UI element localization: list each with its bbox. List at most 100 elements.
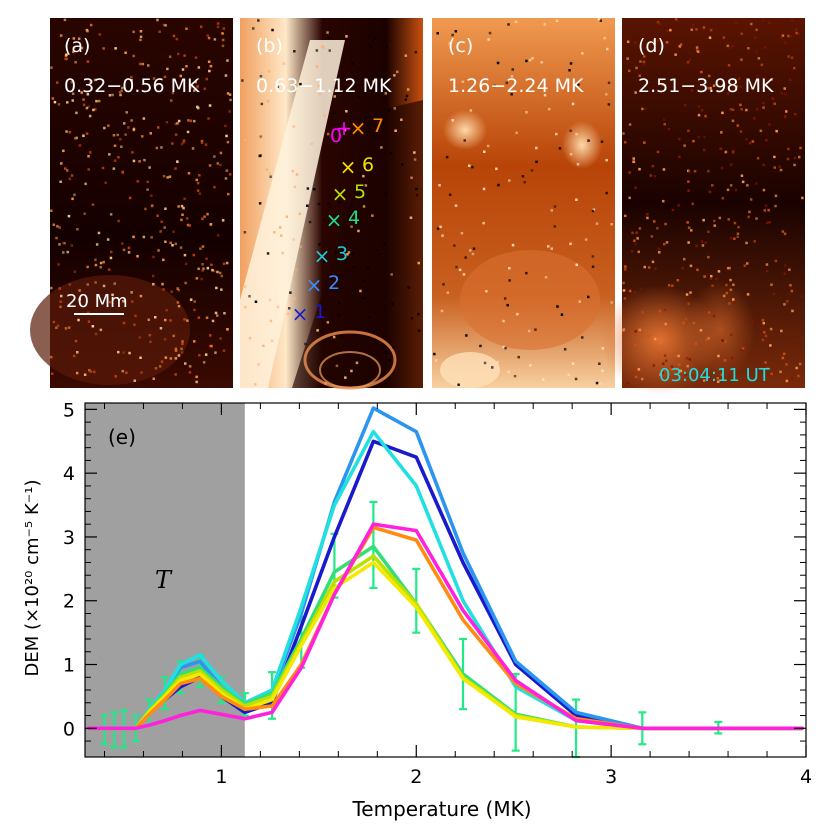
- noise-speck: [104, 181, 107, 184]
- noise-speck: [740, 32, 743, 35]
- noise-speck: [414, 50, 418, 54]
- noise-speck: [50, 286, 53, 290]
- noise-speck: [763, 209, 766, 212]
- noise-speck: [196, 84, 199, 88]
- noise-speck: [707, 311, 711, 314]
- noise-speck: [454, 204, 458, 207]
- noise-speck: [677, 354, 680, 358]
- noise-speck: [174, 242, 177, 246]
- noise-speck: [687, 302, 690, 305]
- noise-speck: [700, 109, 704, 112]
- noise-speck: [624, 268, 627, 271]
- noise-speck: [504, 346, 507, 350]
- noise-speck: [662, 199, 665, 203]
- noise-speck: [707, 255, 710, 259]
- noise-speck: [769, 344, 772, 347]
- noise-speck: [362, 279, 365, 282]
- noise-speck: [770, 78, 773, 81]
- noise-speck: [224, 124, 227, 128]
- noise-speck: [731, 44, 735, 48]
- noise-speck: [174, 167, 177, 170]
- noise-speck: [205, 316, 209, 319]
- noise-speck: [451, 33, 454, 37]
- noise-speck: [50, 66, 53, 69]
- noise-speck: [332, 111, 335, 115]
- noise-speck: [208, 164, 212, 167]
- noise-speck: [638, 227, 642, 230]
- noise-speck: [743, 318, 746, 322]
- noise-speck: [345, 35, 348, 38]
- noise-speck: [191, 147, 195, 150]
- noise-speck: [390, 273, 393, 276]
- noise-speck: [575, 132, 578, 136]
- noise-speck: [440, 309, 444, 313]
- noise-speck: [87, 155, 90, 158]
- noise-speck: [687, 241, 690, 244]
- noise-speck: [112, 167, 116, 170]
- noise-speck: [74, 339, 78, 343]
- noise-speck: [724, 150, 728, 154]
- noise-speck: [193, 89, 196, 92]
- noise-speck: [169, 357, 173, 360]
- noise-speck: [525, 271, 528, 275]
- noise-speck: [122, 321, 126, 325]
- noise-speck: [83, 212, 86, 215]
- noise-speck: [196, 189, 200, 192]
- noise-speck: [139, 356, 142, 359]
- noise-speck: [117, 156, 120, 159]
- noise-speck: [656, 20, 660, 24]
- noise-speck: [64, 167, 67, 170]
- noise-speck: [142, 117, 146, 120]
- noise-speck: [334, 219, 338, 222]
- noise-speck: [332, 335, 336, 339]
- noise-speck: [265, 168, 269, 171]
- noise-speck: [350, 369, 353, 373]
- noise-speck: [299, 82, 302, 86]
- noise-speck: [674, 18, 678, 21]
- noise-speck: [268, 298, 272, 302]
- noise-speck: [324, 382, 327, 385]
- noise-speck: [82, 134, 85, 137]
- noise-speck: [333, 95, 336, 98]
- noise-speck: [734, 188, 738, 192]
- noise-speck: [164, 207, 167, 210]
- noise-speck: [163, 75, 167, 79]
- noise-speck: [306, 187, 310, 190]
- noise-speck: [273, 231, 276, 234]
- noise-speck: [764, 46, 767, 49]
- noise-speck: [767, 208, 770, 212]
- noise-speck: [310, 142, 313, 145]
- noise-speck: [157, 126, 160, 129]
- noise-speck: [316, 329, 319, 332]
- noise-speck: [595, 381, 599, 385]
- noise-speck: [671, 208, 675, 212]
- noise-speck: [717, 380, 720, 383]
- noise-speck: [606, 47, 609, 51]
- noise-speck: [525, 59, 528, 63]
- noise-speck: [216, 314, 219, 317]
- noise-speck: [92, 108, 95, 112]
- noise-speck: [691, 23, 695, 27]
- noise-speck: [80, 91, 83, 94]
- noise-speck: [679, 43, 683, 46]
- noise-speck: [687, 189, 690, 192]
- noise-speck: [189, 86, 193, 89]
- noise-speck: [785, 110, 788, 113]
- noise-speck: [598, 382, 602, 385]
- noise-speck: [133, 323, 136, 326]
- noise-speck: [179, 246, 183, 249]
- noise-speck: [393, 74, 396, 77]
- noise-speck: [159, 327, 163, 330]
- noise-speck: [795, 366, 798, 370]
- noise-speck: [228, 173, 232, 176]
- noise-speck: [687, 226, 691, 229]
- noise-speck: [763, 331, 766, 334]
- noise-speck: [799, 146, 802, 150]
- noise-speck: [207, 117, 210, 120]
- noise-speck: [738, 77, 741, 80]
- noise-speck: [163, 226, 166, 229]
- image-panel-b: (b) 0.63−1.12 MK +0× 1× 2× 3× 4× 5× 6× 7: [240, 18, 423, 390]
- noise-speck: [723, 359, 727, 362]
- noise-speck: [89, 80, 92, 84]
- noise-speck: [469, 249, 472, 252]
